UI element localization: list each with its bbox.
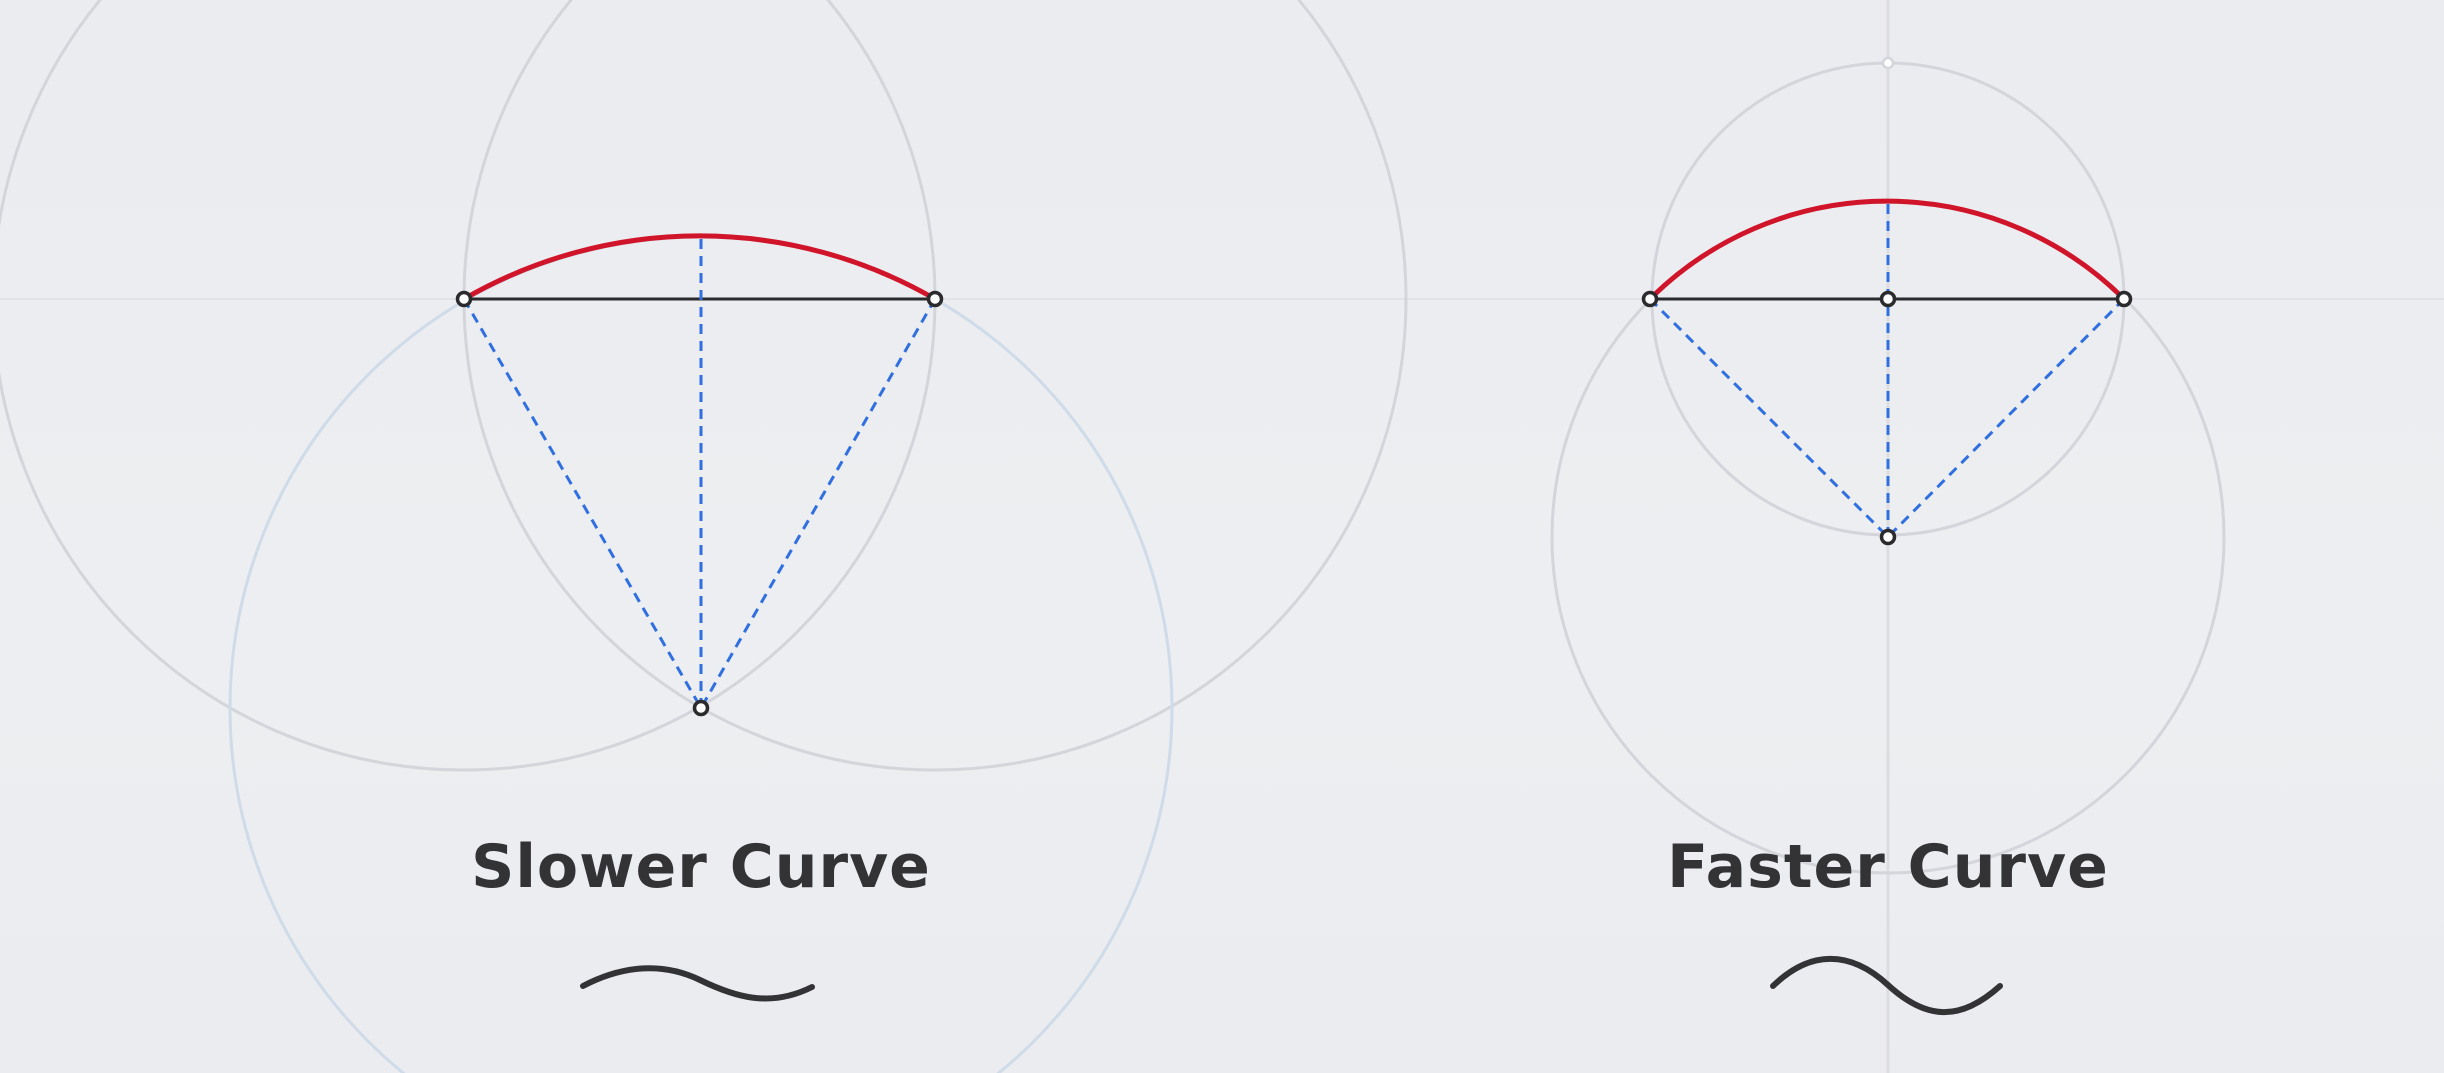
- radius-line: [462, 298, 703, 709]
- center-marker: [692, 699, 710, 717]
- faster-curve-panel: [1550, 56, 2226, 875]
- radius-line: [699, 298, 937, 709]
- guide-circle: [0, 0, 937, 772]
- radius-line: [1648, 297, 1890, 539]
- endpoint-marker: [1641, 290, 1659, 308]
- faster-easing-curve-icon: [1770, 955, 2003, 1016]
- slower-easing-curve-icon: [580, 965, 815, 1002]
- guide-circle: [462, 0, 1408, 772]
- endpoint-marker: [2115, 290, 2133, 308]
- midpoint-marker: [1879, 290, 1897, 308]
- slower-curve-arc: [462, 233, 937, 302]
- endpoint-marker: [926, 290, 944, 308]
- top-marker: [1881, 56, 1895, 70]
- faster-curve-arc: [1648, 198, 2126, 301]
- slower-curve-title: Slower Curve: [471, 832, 931, 902]
- slower-curve-panel: [0, 0, 1408, 1073]
- endpoint-marker: [455, 290, 473, 308]
- center-marker: [1879, 528, 1897, 546]
- radius-line: [1886, 297, 2126, 539]
- faster-curve-title: Faster Curve: [1667, 832, 2109, 902]
